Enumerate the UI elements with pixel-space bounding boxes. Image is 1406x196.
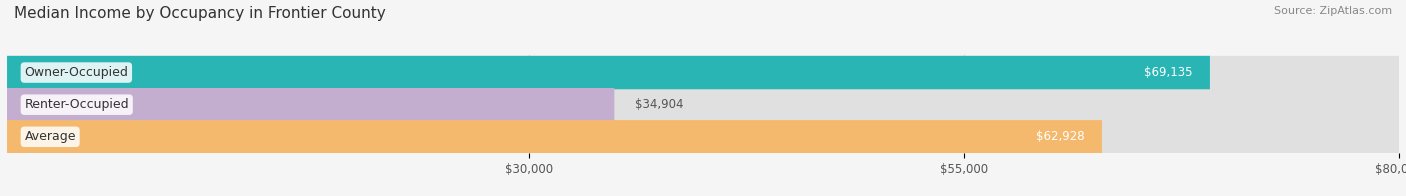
FancyBboxPatch shape: [7, 120, 1102, 153]
FancyBboxPatch shape: [7, 88, 1399, 121]
Text: Renter-Occupied: Renter-Occupied: [24, 98, 129, 111]
Text: $69,135: $69,135: [1144, 66, 1192, 79]
Text: $62,928: $62,928: [1036, 130, 1084, 143]
Text: $34,904: $34,904: [636, 98, 683, 111]
Text: Owner-Occupied: Owner-Occupied: [24, 66, 128, 79]
Text: Average: Average: [24, 130, 76, 143]
FancyBboxPatch shape: [7, 56, 1399, 89]
Text: Median Income by Occupancy in Frontier County: Median Income by Occupancy in Frontier C…: [14, 6, 385, 21]
Text: Source: ZipAtlas.com: Source: ZipAtlas.com: [1274, 6, 1392, 16]
FancyBboxPatch shape: [7, 56, 1211, 89]
FancyBboxPatch shape: [7, 88, 614, 121]
FancyBboxPatch shape: [7, 120, 1399, 153]
